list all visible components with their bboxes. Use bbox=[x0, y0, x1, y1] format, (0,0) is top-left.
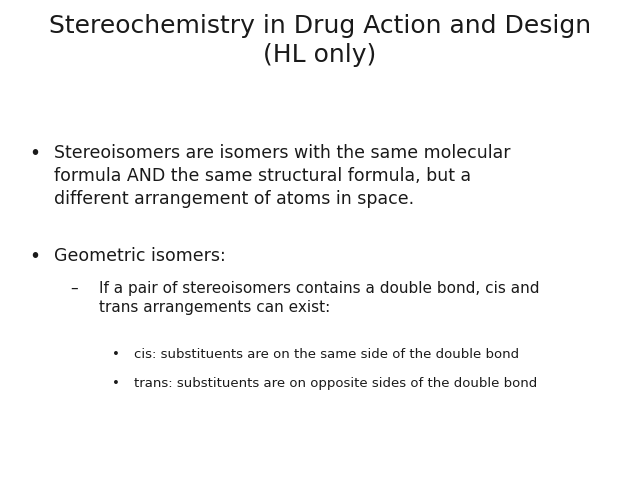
Text: If a pair of stereoisomers contains a double bond, cis and
trans arrangements ca: If a pair of stereoisomers contains a do… bbox=[99, 281, 540, 315]
Text: Stereochemistry in Drug Action and Design
(HL only): Stereochemistry in Drug Action and Desig… bbox=[49, 14, 591, 67]
Text: Geometric isomers:: Geometric isomers: bbox=[54, 247, 226, 265]
Text: Stereoisomers are isomers with the same molecular
formula AND the same structura: Stereoisomers are isomers with the same … bbox=[54, 144, 511, 208]
Text: •: • bbox=[112, 348, 120, 361]
Text: cis: substituents are on the same side of the double bond: cis: substituents are on the same side o… bbox=[134, 348, 520, 361]
Text: •: • bbox=[29, 144, 40, 163]
Text: trans: substituents are on opposite sides of the double bond: trans: substituents are on opposite side… bbox=[134, 377, 538, 390]
Text: –: – bbox=[70, 281, 78, 296]
Text: •: • bbox=[112, 377, 120, 390]
Text: •: • bbox=[29, 247, 40, 266]
